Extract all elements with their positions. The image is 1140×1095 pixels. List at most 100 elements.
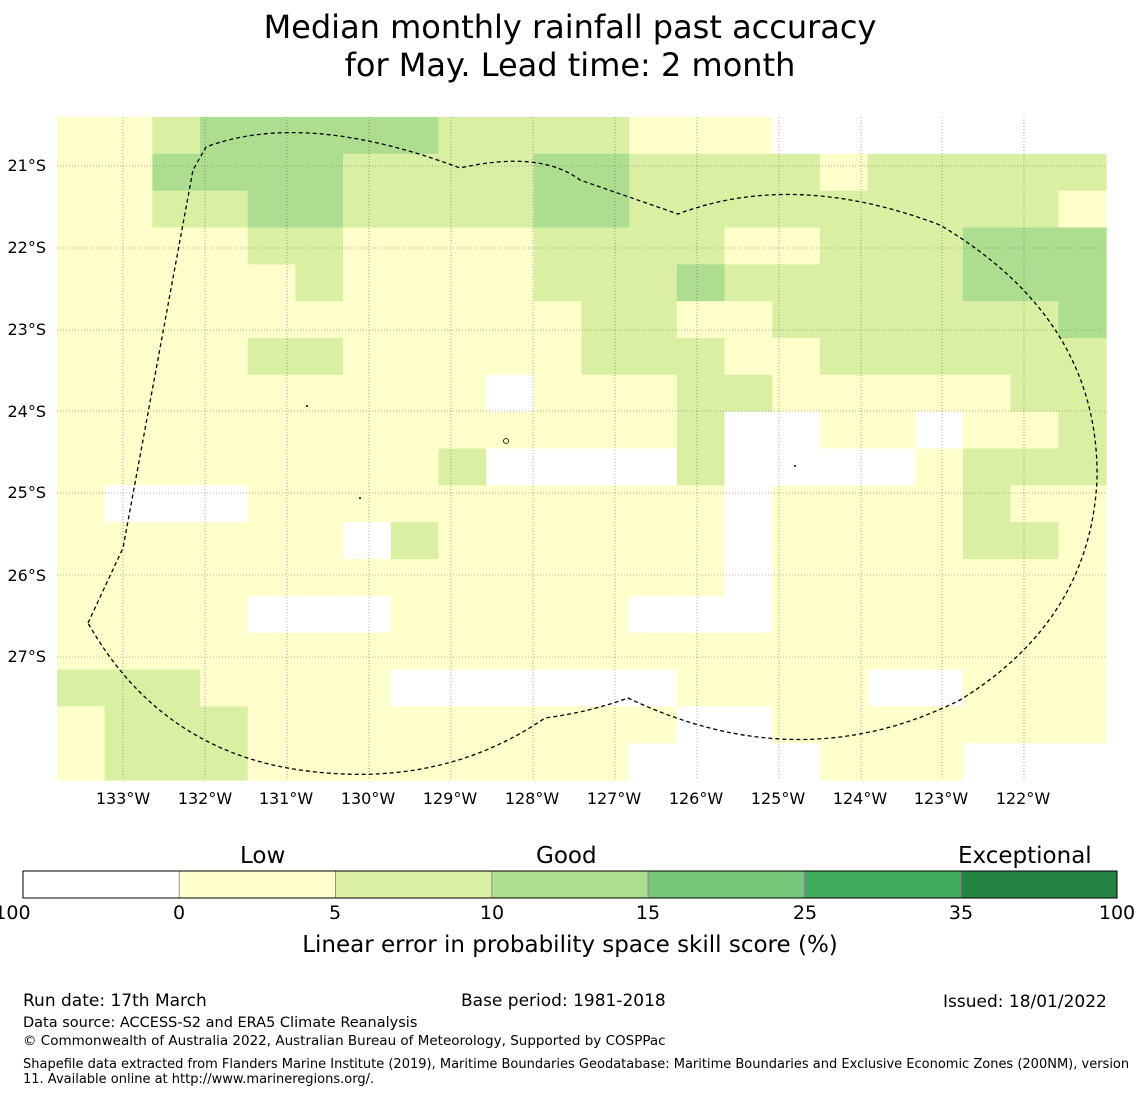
grid-cell bbox=[533, 301, 583, 339]
grid-cell bbox=[1010, 301, 1059, 339]
grid-cell bbox=[915, 227, 964, 265]
grid-cell bbox=[390, 190, 440, 229]
grid-cell bbox=[486, 522, 535, 560]
copyright-notice: © Commonwealth of Australia 2022, Austra… bbox=[23, 1033, 666, 1049]
grid-cell bbox=[676, 153, 726, 192]
grid-cell bbox=[57, 117, 106, 155]
grid-cell bbox=[247, 522, 297, 560]
lat-label-25s: 25°S bbox=[7, 483, 46, 502]
grid-cell bbox=[581, 522, 630, 560]
grid-cell bbox=[581, 153, 630, 192]
grid-cell bbox=[772, 559, 821, 597]
grid-cell bbox=[629, 559, 678, 597]
grid-cell bbox=[724, 264, 773, 302]
grid-cell bbox=[57, 227, 106, 265]
lon-label-128w: 128°W bbox=[504, 789, 560, 808]
grid-cell bbox=[390, 153, 440, 192]
grid-cell bbox=[772, 227, 821, 265]
legend-category-good: Good bbox=[536, 843, 597, 869]
grid-cell bbox=[629, 522, 678, 560]
grid-cell bbox=[1010, 706, 1059, 744]
grid-cell bbox=[152, 301, 201, 339]
grid-cell bbox=[629, 153, 678, 192]
grid-cell bbox=[343, 706, 392, 744]
grid-cell bbox=[819, 669, 869, 707]
grid-cell bbox=[819, 264, 869, 302]
grid-cell bbox=[200, 264, 249, 302]
grid-cell bbox=[629, 227, 678, 265]
grid-cell bbox=[104, 227, 153, 265]
grid-cell bbox=[438, 153, 487, 192]
lon-label-131w: 131°W bbox=[258, 789, 314, 808]
lon-label-122w: 122°W bbox=[995, 789, 1051, 808]
grid-cell bbox=[57, 190, 106, 229]
grid-cell bbox=[867, 117, 916, 155]
grid-cell bbox=[295, 190, 344, 229]
grid-cell bbox=[343, 227, 392, 265]
lat-label-23s: 23°S bbox=[7, 320, 46, 339]
grid-cell bbox=[629, 743, 678, 781]
grid-cell bbox=[915, 117, 964, 155]
grid-cell bbox=[1058, 190, 1107, 229]
grid-cell bbox=[152, 264, 201, 302]
lon-label-127w: 127°W bbox=[586, 789, 642, 808]
grid-cell bbox=[772, 374, 821, 413]
grid-cell bbox=[152, 153, 201, 192]
issued-date: Issued: 18/01/2022 bbox=[943, 992, 1107, 1012]
grid-cell bbox=[295, 706, 344, 744]
lon-label-124w: 124°W bbox=[832, 789, 888, 808]
grid-cell bbox=[200, 522, 249, 560]
lon-label-129w: 129°W bbox=[422, 789, 478, 808]
grid-cell bbox=[581, 411, 630, 450]
grid-cell bbox=[867, 632, 916, 671]
grid-cell bbox=[104, 522, 153, 560]
colorbar-frame bbox=[22, 870, 1118, 899]
grid-cell bbox=[343, 374, 392, 413]
grid-cell bbox=[724, 669, 773, 707]
grid-cell bbox=[486, 485, 535, 523]
grid-cell bbox=[724, 595, 773, 634]
grid-cell bbox=[295, 485, 344, 523]
grid-cell bbox=[295, 374, 344, 413]
grid-cell bbox=[1010, 485, 1059, 523]
grid-cell bbox=[486, 706, 535, 744]
grid-cell bbox=[57, 485, 106, 523]
grid-cell bbox=[867, 595, 916, 634]
grid-cell bbox=[104, 595, 153, 634]
grid-cell bbox=[1010, 411, 1059, 450]
grid-cell bbox=[962, 448, 1012, 486]
grid-cell bbox=[295, 448, 344, 486]
grid-cell bbox=[533, 669, 583, 707]
grid-cell bbox=[486, 190, 535, 229]
grid-cell bbox=[152, 338, 201, 376]
grid-cell bbox=[533, 153, 583, 192]
grid-cell bbox=[581, 669, 630, 707]
grid-cell bbox=[629, 374, 678, 413]
grid-cell bbox=[772, 190, 821, 229]
grid-cell bbox=[533, 595, 583, 634]
grid-cell bbox=[438, 706, 487, 744]
grid-cell bbox=[676, 338, 726, 376]
grid-cell bbox=[581, 743, 630, 781]
colorbar-segment bbox=[647, 870, 805, 899]
grid-cell bbox=[247, 264, 297, 302]
grid-cell bbox=[724, 448, 773, 486]
grid-cell bbox=[867, 227, 916, 265]
grid-cell bbox=[915, 301, 964, 339]
grid-cell bbox=[915, 485, 964, 523]
grid-cell bbox=[1010, 669, 1059, 707]
grid-cell bbox=[343, 669, 392, 707]
eez-boundary bbox=[87, 131, 1098, 775]
grid-cell bbox=[200, 595, 249, 634]
grid-cell bbox=[247, 190, 297, 229]
grid-cell bbox=[200, 485, 249, 523]
grid-cell bbox=[1010, 117, 1059, 155]
grid-cell bbox=[676, 632, 726, 671]
grid-cell bbox=[581, 227, 630, 265]
colorbar-segment bbox=[960, 870, 1118, 899]
grid-cell bbox=[629, 301, 678, 339]
grid-cell bbox=[676, 595, 726, 634]
grid-cell bbox=[486, 559, 535, 597]
grid-cell bbox=[200, 301, 249, 339]
grid-cell bbox=[104, 301, 153, 339]
